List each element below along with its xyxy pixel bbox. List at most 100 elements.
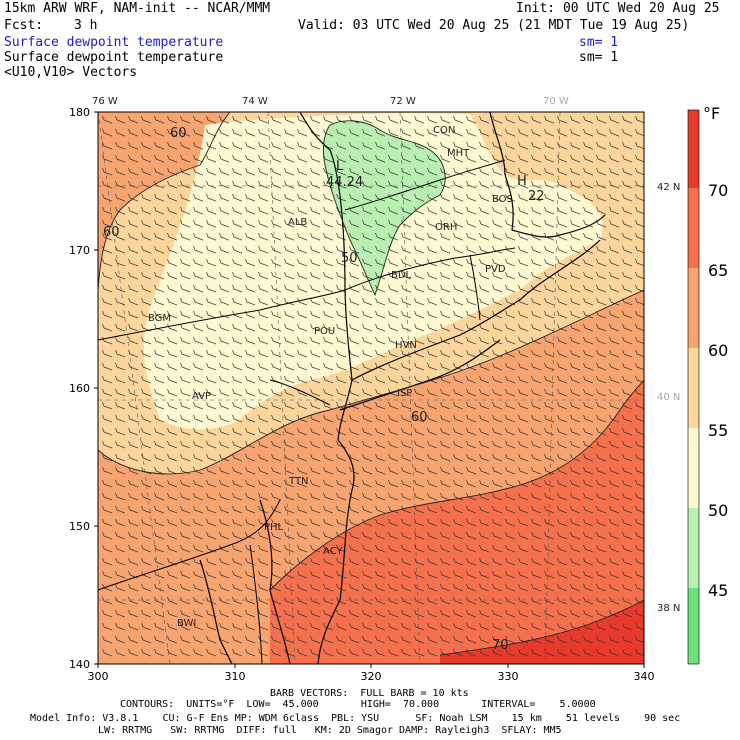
wind-barb — [427, 271, 438, 280]
wind-barb — [284, 375, 295, 384]
wind-barb — [362, 479, 373, 488]
wind-barb — [154, 479, 165, 488]
wind-barb — [128, 492, 139, 501]
wind-barb — [193, 622, 204, 631]
wind-barb — [258, 583, 269, 592]
wind-barb — [323, 258, 334, 267]
wind-barb — [297, 427, 308, 436]
wind-barb — [193, 427, 204, 436]
wind-barb — [258, 401, 269, 410]
wind-barb — [622, 414, 633, 423]
wind-barb — [167, 453, 178, 462]
contour-label-60-nw: 60 — [170, 126, 187, 141]
wind-barb — [323, 401, 334, 410]
wind-barb — [362, 115, 373, 124]
wind-barb — [440, 232, 451, 241]
wind-barb — [297, 245, 308, 254]
wind-barb — [102, 479, 113, 488]
wind-barb — [180, 297, 191, 306]
tick-marks — [94, 111, 645, 668]
wind-barb — [284, 401, 295, 410]
wind-barb — [362, 427, 373, 436]
wind-barb — [427, 128, 438, 137]
wind-barb — [609, 310, 620, 319]
wind-barb — [375, 310, 386, 319]
colorbar-swatch-55-60 — [688, 348, 699, 428]
wind-barb — [193, 349, 204, 358]
wind-barb — [167, 479, 178, 488]
wind-barb — [622, 505, 633, 514]
station-pou: POU — [314, 326, 335, 337]
wind-barb — [427, 505, 438, 514]
wind-barb — [349, 193, 360, 202]
wind-barb — [323, 557, 334, 566]
wind-barb — [297, 349, 308, 358]
wind-barb — [479, 466, 490, 475]
wind-barb — [154, 557, 165, 566]
wind-barb — [362, 622, 373, 631]
wind-barb — [258, 544, 269, 553]
wind-barb — [128, 336, 139, 345]
wind-barb — [219, 323, 230, 332]
wind-barb — [557, 440, 568, 449]
coastlines — [199, 112, 606, 664]
wind-barb — [232, 479, 243, 488]
wind-barb — [609, 518, 620, 527]
wind-barb — [557, 544, 568, 553]
wind-barb — [427, 180, 438, 189]
wind-barb — [102, 453, 113, 462]
wind-barb — [466, 219, 477, 228]
wind-barb — [310, 232, 321, 241]
wind-barb — [362, 453, 373, 462]
wind-barb — [505, 128, 516, 137]
wind-barb — [427, 206, 438, 215]
wind-barb — [570, 336, 581, 345]
wind-barb — [609, 271, 620, 280]
wind-barb — [167, 219, 178, 228]
wind-barb — [557, 154, 568, 163]
wind-barb — [284, 193, 295, 202]
wind-barb — [180, 492, 191, 501]
wind-barb — [609, 167, 620, 176]
x-tick-330: 330 — [498, 670, 519, 683]
x-tick-340: 340 — [634, 670, 655, 683]
wind-barb — [128, 479, 139, 488]
wind-barb — [466, 232, 477, 241]
wind-barb — [232, 570, 243, 579]
wind-barb — [193, 115, 204, 124]
wind-barb — [531, 141, 542, 150]
colorbar-label-65: 65 — [708, 261, 728, 280]
wind-barb — [141, 596, 152, 605]
band-60-65-nw — [98, 112, 230, 290]
wind-barb — [557, 375, 568, 384]
wind-barb — [297, 154, 308, 163]
wind-barb — [232, 271, 243, 280]
wind-barb — [375, 232, 386, 241]
wind-barb — [128, 544, 139, 553]
wind-barb — [557, 245, 568, 254]
wind-barb — [128, 427, 139, 436]
wind-barb — [310, 336, 321, 345]
wind-barb — [154, 635, 165, 644]
wind-barb — [336, 531, 347, 540]
wind-barb — [544, 310, 555, 319]
wind-barb — [427, 284, 438, 293]
md-pa-border — [98, 499, 281, 591]
wind-barb — [323, 336, 334, 345]
station-orh: ORH — [435, 222, 457, 233]
wind-barb — [271, 349, 282, 358]
wind-barb — [128, 271, 139, 280]
wind-barb — [180, 232, 191, 241]
wind-barb — [258, 492, 269, 501]
wind-barb — [466, 245, 477, 254]
wind-barb — [362, 232, 373, 241]
wind-barb — [609, 206, 620, 215]
wind-barb — [505, 414, 516, 423]
wind-barb — [297, 284, 308, 293]
wind-barb — [232, 609, 243, 618]
wind-barb — [492, 245, 503, 254]
contour-value-labels: 60 60 50 60 70 22 — [103, 126, 545, 653]
wind-barb — [323, 583, 334, 592]
wind-barb — [232, 596, 243, 605]
wind-barb — [414, 596, 425, 605]
